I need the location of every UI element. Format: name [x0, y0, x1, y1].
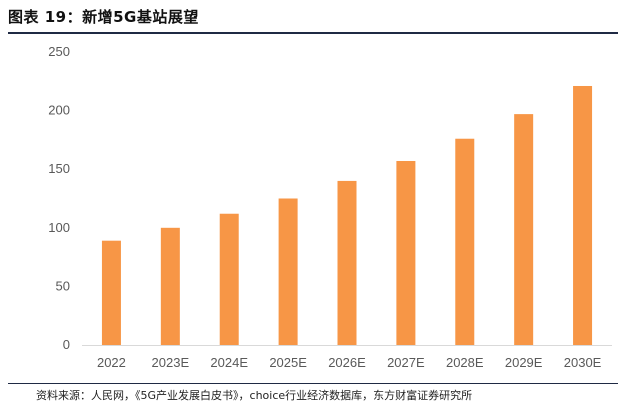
figure-title: 图表 19：新增5G基站展望	[8, 8, 199, 26]
chart-area: 0 50 100 150 200 250 2022 2023E 2024E 2025E 2026E…	[0, 34, 626, 379]
x-tick-label: 2029E	[505, 355, 543, 370]
y-tick-label: 200	[48, 103, 70, 118]
x-tick-label: 2028E	[446, 355, 484, 370]
x-tick-label: 2026E	[328, 355, 366, 370]
title-divider	[8, 32, 618, 34]
x-tick-label: 2022	[97, 355, 126, 370]
bar-chart: 0 50 100 150 200 250 2022 2023E 2024E 2025E 2026E…	[48, 44, 612, 370]
source-note: 资料来源：人民网，《5G产业发展白皮书》，choice行业经济数据库，东方财富证…	[36, 389, 473, 402]
x-axis: 2022 2023E 2024E 2025E 2026E 2027E 2028E 2029E 2…	[97, 355, 602, 370]
x-tick-label: 2023E	[152, 355, 190, 370]
y-tick-label: 100	[48, 220, 70, 235]
bar-2027E	[396, 160, 416, 345]
x-tick-label: 2024E	[210, 355, 248, 370]
y-axis: 0 50 100 150 200 250	[48, 44, 70, 352]
bar-2025E	[278, 198, 298, 345]
bar-2026E	[337, 180, 357, 345]
bar-2022	[101, 240, 121, 345]
y-tick-label: 150	[48, 161, 70, 176]
bar-2024E	[219, 213, 239, 345]
y-tick-label: 50	[56, 278, 70, 293]
x-tick-label: 2030E	[564, 355, 602, 370]
y-tick-label: 0	[63, 337, 70, 352]
x-tick-label: 2027E	[387, 355, 425, 370]
source-divider	[8, 383, 618, 384]
bar-series	[101, 85, 593, 345]
bar-2030E	[573, 85, 593, 345]
x-tick-label: 2025E	[269, 355, 307, 370]
bar-2028E	[455, 138, 475, 345]
bar-2023E	[160, 227, 180, 345]
y-tick-label: 250	[48, 44, 70, 59]
bar-2029E	[514, 114, 534, 345]
